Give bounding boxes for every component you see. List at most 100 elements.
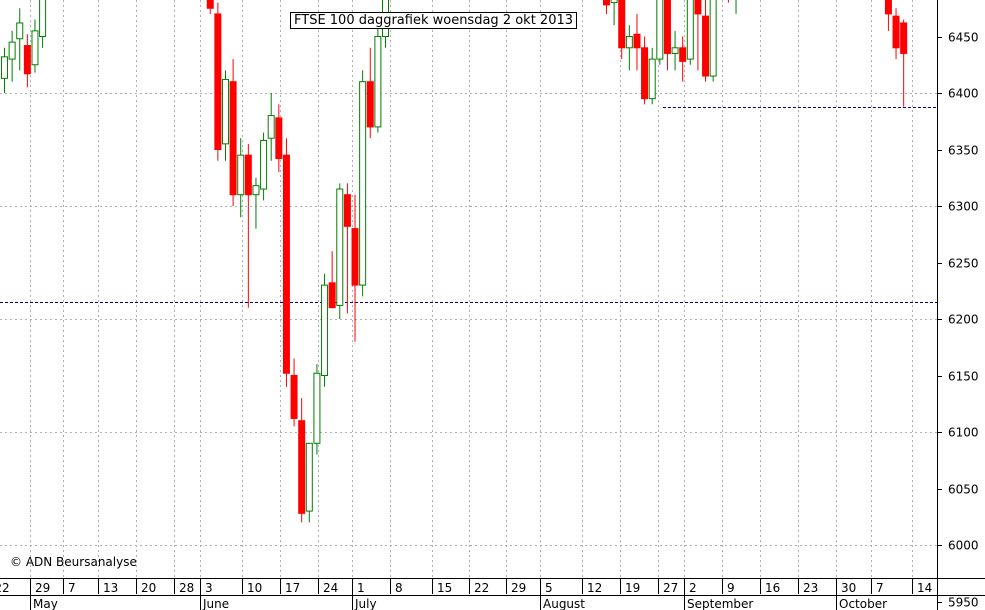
- candle-up: [252, 177, 260, 229]
- x-tick-label: 2: [689, 581, 697, 595]
- month-label: October: [839, 597, 887, 610]
- candle-body: [702, 15, 710, 77]
- x-tick-label: 20: [141, 581, 156, 595]
- candle-body: [900, 22, 908, 54]
- candle-down: [641, 36, 649, 105]
- support-resistance-lines: [0, 107, 937, 303]
- candle-body: [321, 284, 329, 377]
- candle-down: [23, 34, 31, 88]
- candle-body: [351, 228, 359, 286]
- candle-down: [633, 13, 641, 71]
- x-tick-label: 30: [841, 581, 856, 595]
- candle-body: [610, 0, 618, 4]
- candle-up: [610, 0, 618, 26]
- candle-body: [618, 0, 626, 49]
- x-tick-label: 16: [765, 581, 780, 595]
- candle-down: [892, 8, 900, 60]
- x-tick-label: 22: [0, 581, 10, 595]
- x-tick-label: 10: [247, 581, 262, 595]
- candle-down: [282, 138, 290, 387]
- candle-body: [663, 0, 671, 54]
- copyright-label: © ADN Beursanalyse: [10, 555, 137, 569]
- x-tick-label: 12: [587, 581, 602, 595]
- x-tick-label: 28: [179, 581, 194, 595]
- candle-body: [267, 115, 275, 139]
- x-tick-label: 24: [323, 581, 338, 595]
- candle-down: [884, 0, 892, 31]
- candle-up: [359, 70, 367, 297]
- candle-up: [625, 25, 633, 71]
- candle-body: [884, 0, 892, 15]
- candle-down: [727, 0, 729, 3]
- candle-up: [313, 364, 321, 455]
- candle-up: [267, 93, 275, 161]
- candle-down: [694, 0, 702, 71]
- x-tick-label: 15: [437, 581, 452, 595]
- candle-body: [343, 194, 351, 227]
- candle-body: [1, 56, 8, 79]
- y-tick-label: 6050: [948, 483, 979, 497]
- y-tick-label: 6300: [948, 200, 979, 214]
- candle-up: [336, 183, 344, 319]
- candle-body: [298, 420, 306, 514]
- candle-body: [328, 282, 336, 309]
- candle-body: [336, 188, 344, 306]
- y-tick-label: 6200: [948, 313, 979, 327]
- candle-down: [602, 0, 610, 14]
- candle-up: [1, 47, 8, 93]
- gridlines: [0, 0, 937, 578]
- candle-body: [656, 0, 664, 60]
- candle-body: [686, 0, 694, 60]
- candle-body: [633, 33, 641, 49]
- y-tick-label: 6100: [948, 426, 979, 440]
- y-tick-label: 5950: [948, 596, 979, 610]
- candle-down: [663, 0, 671, 71]
- x-tick-label: 9: [727, 581, 735, 595]
- candle-body: [31, 30, 39, 66]
- candle-body: [602, 0, 610, 6]
- candle-body: [671, 47, 679, 54]
- y-tick-label: 6150: [948, 370, 979, 384]
- candle-up: [648, 47, 656, 105]
- y-tick-label: 6250: [948, 257, 979, 271]
- x-tick-label: 17: [285, 581, 300, 595]
- candle-down: [366, 47, 374, 139]
- candle-body: [694, 0, 702, 15]
- y-axis-ticks: 5950 6000 6050 6100 6150 6200 6250 6300 6350 6400…: [937, 31, 979, 610]
- candle-down: [351, 194, 359, 342]
- candle-up: [374, 25, 382, 133]
- candle-body: [39, 0, 47, 37]
- candle-body: [313, 372, 321, 444]
- x-tick-label: 23: [803, 581, 818, 595]
- candle-body: [275, 117, 283, 160]
- candle-down: [679, 36, 687, 82]
- x-tick-label: 14: [917, 581, 932, 595]
- candle-up: [260, 132, 268, 201]
- candle-up: [16, 8, 24, 71]
- candle-up: [8, 30, 16, 82]
- candle-body: [23, 45, 31, 75]
- candle-body: [260, 139, 268, 190]
- month-label: August: [543, 597, 585, 610]
- candle-up: [31, 19, 39, 73]
- month-label: June: [202, 597, 229, 610]
- candle-up: [39, 0, 47, 48]
- candle-down: [343, 183, 351, 314]
- x-tick-label: 5: [545, 581, 553, 595]
- x-tick-label: 3: [205, 581, 213, 595]
- candle-up: [735, 0, 737, 14]
- x-tick-label: 7: [876, 581, 884, 595]
- candle-up: [656, 0, 664, 65]
- candle-down: [618, 0, 626, 60]
- candle-down: [290, 358, 298, 427]
- y-tick-label: 6400: [948, 87, 979, 101]
- candle-body: [374, 36, 382, 128]
- month-label: May: [33, 597, 58, 610]
- x-tick-label: 1: [357, 581, 365, 595]
- candle-body: [244, 154, 252, 196]
- y-tick-label: 6350: [948, 144, 979, 158]
- candle-down: [244, 143, 252, 308]
- x-tick-label: 22: [474, 581, 489, 595]
- candle-body: [8, 41, 16, 60]
